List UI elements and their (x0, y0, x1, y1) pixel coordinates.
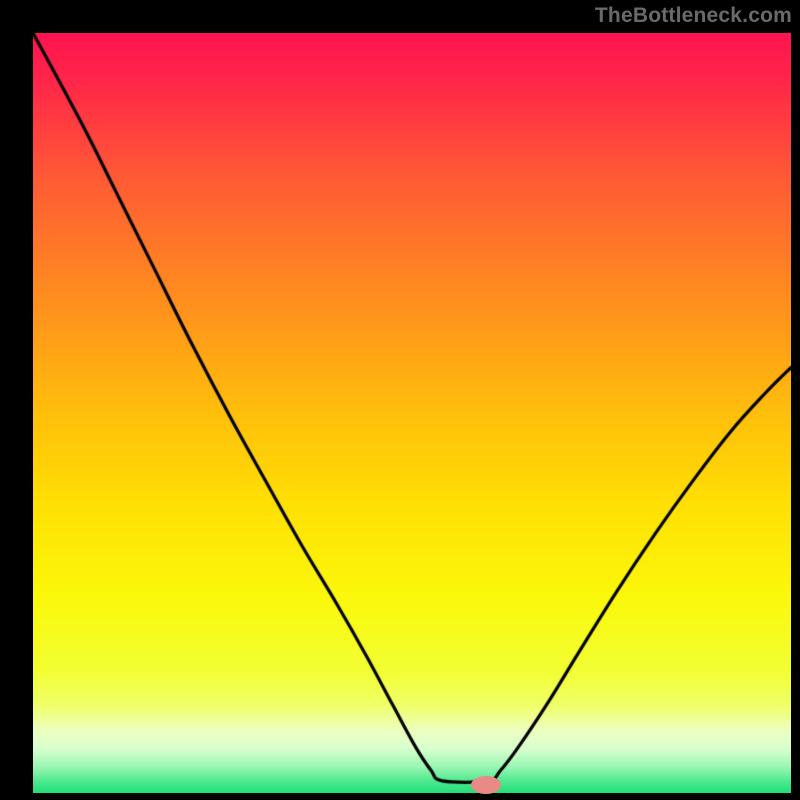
bottleneck-curve (33, 33, 791, 793)
watermark-text: TheBottleneck.com (595, 4, 792, 28)
chart-frame: TheBottleneck.com (0, 0, 800, 800)
plot-area (33, 33, 791, 793)
